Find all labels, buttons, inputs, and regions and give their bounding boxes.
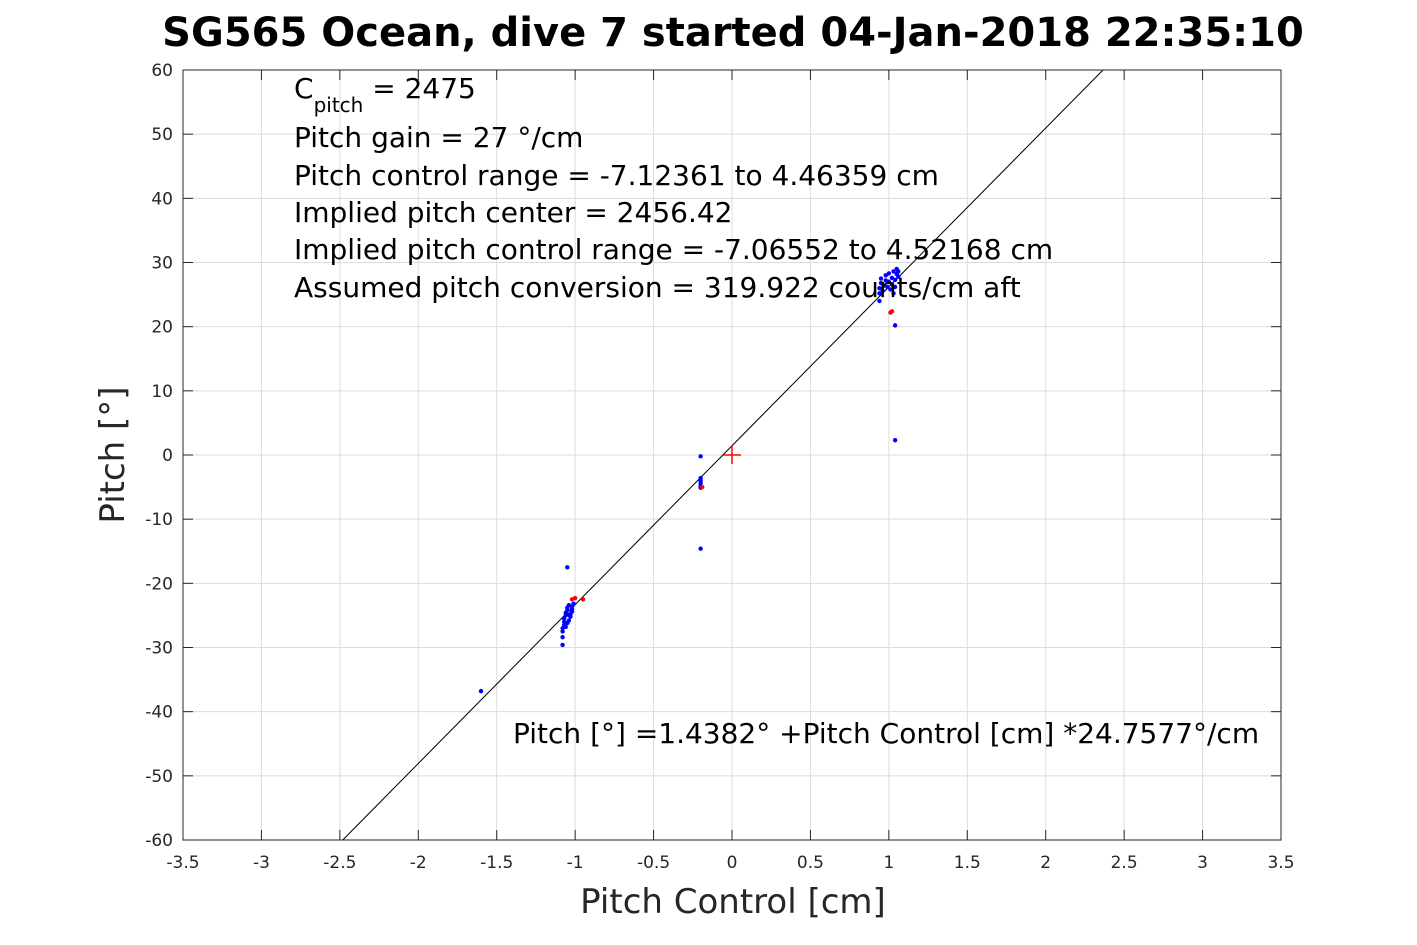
info-annotation: Cpitch = 2475 Pitch gain = 27 °/cm Pitch…: [294, 72, 1053, 304]
data-point: [891, 291, 896, 296]
x-tick-label: 3: [1197, 853, 1208, 873]
data-point: [892, 277, 898, 283]
axis-ticks: -3.5 -3 -2.5 -2 -1.5 -1 -0.5 0 0.5 1 1.5 2 2.5 3 3.5 60…: [145, 61, 1294, 873]
c-pitch-value: = 2475: [363, 72, 476, 105]
data-point: [878, 276, 884, 281]
x-tick-label: -0.5: [637, 853, 670, 873]
data-point: [877, 291, 882, 296]
x-tick-label: -3.5: [166, 853, 199, 873]
data-point: [560, 629, 565, 634]
fit-line: [342, 69, 1104, 841]
y-tick-label: -40: [145, 703, 173, 723]
data-point: [888, 287, 893, 292]
c-pitch-subscript: pitch: [314, 93, 364, 117]
data-point: [892, 323, 898, 328]
x-tick-label: -1: [567, 853, 584, 873]
y-tick-label: -60: [145, 831, 173, 851]
x-tick-label: -2: [410, 853, 427, 873]
data-point: [560, 642, 565, 648]
x-tick-label: 1.5: [954, 853, 981, 873]
fit-line-group: [342, 69, 1104, 841]
pitch-gain-text: Pitch gain = 27 °/cm: [294, 121, 583, 154]
data-point: [565, 620, 570, 626]
x-tick-label: -3: [253, 853, 270, 873]
data-point: [580, 597, 586, 602]
data-point: [698, 546, 703, 551]
center-marker: [723, 446, 741, 464]
x-axis-label: Pitch Control [cm]: [580, 882, 886, 922]
data-point: [891, 269, 896, 274]
data-point: [478, 688, 484, 694]
x-tick-label: 2.5: [1111, 853, 1138, 873]
x-tick-label: 3.5: [1267, 853, 1294, 873]
data-point: [892, 438, 898, 443]
y-tick-label: 10: [151, 382, 173, 402]
data-points: [478, 266, 901, 694]
data-point: [877, 298, 882, 304]
implied-pitch-center-text: Implied pitch center = 2456.42: [294, 196, 732, 229]
svg-text:Cpitch = 2475: Cpitch = 2475: [294, 72, 476, 117]
data-point: [563, 624, 568, 630]
data-point: [571, 601, 576, 607]
x-tick-label: 0.5: [797, 853, 824, 873]
data-point: [885, 284, 890, 290]
c-pitch-label: C: [294, 72, 314, 105]
chart-title: SG565 Ocean, dive 7 started 04-Jan-2018 …: [162, 10, 1304, 56]
data-point: [886, 271, 892, 276]
data-point: [878, 280, 884, 286]
implied-range-text: Implied pitch control range = -7.06552 t…: [294, 233, 1053, 266]
y-tick-label: -10: [145, 510, 173, 530]
data-point: [892, 284, 898, 290]
x-tick-label: -2.5: [323, 853, 356, 873]
x-tick-label: 0: [727, 853, 738, 873]
data-point: [572, 595, 578, 601]
data-point: [565, 565, 570, 570]
data-point: [698, 454, 703, 459]
x-tick-label: -1.5: [480, 853, 513, 873]
data-point: [896, 274, 901, 279]
data-point: [560, 635, 565, 640]
x-tick-label: 2: [1040, 853, 1051, 873]
data-point: [566, 612, 572, 617]
y-tick-label: 30: [151, 254, 173, 274]
data-point: [699, 484, 705, 490]
data-point: [896, 269, 901, 274]
y-tick-label: -50: [145, 767, 173, 787]
y-tick-label: 50: [151, 125, 173, 145]
y-tick-label: -20: [145, 574, 173, 594]
pitch-conversion-text: Assumed pitch conversion = 319.922 count…: [294, 271, 1021, 304]
data-point: [889, 282, 895, 287]
y-tick-label: 20: [151, 318, 173, 338]
data-point: [880, 288, 885, 293]
pitch-control-range-text: Pitch control range = -7.12361 to 4.4635…: [294, 159, 939, 192]
x-tick-label: 1: [883, 853, 894, 873]
y-axis-label: Pitch [°]: [93, 386, 133, 523]
data-point: [889, 309, 895, 314]
data-point: [877, 285, 882, 291]
y-tick-label: 40: [151, 189, 173, 209]
fit-equation-text: Pitch [°] =1.4382° +Pitch Control [cm] *…: [513, 717, 1259, 750]
y-tick-label: 0: [162, 446, 173, 466]
data-point: [886, 279, 892, 284]
y-tick-label: 60: [151, 61, 173, 81]
y-tick-label: -30: [145, 639, 173, 659]
